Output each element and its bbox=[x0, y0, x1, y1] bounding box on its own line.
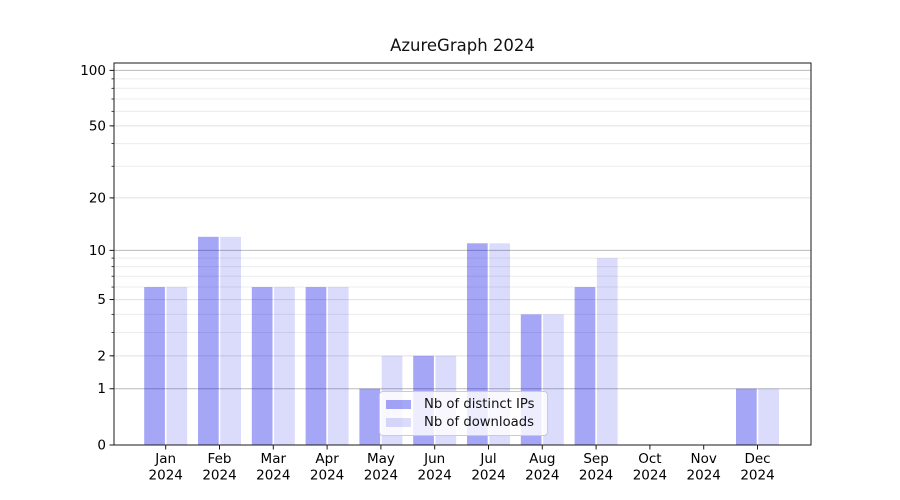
x-tick-label-month: Aug bbox=[529, 451, 555, 467]
x-tick-label-month: Jun bbox=[423, 451, 445, 467]
x-tick-label-month: Jan bbox=[154, 451, 176, 467]
y-tick-label: 20 bbox=[89, 190, 106, 206]
y-tick-label: 2 bbox=[97, 348, 106, 364]
bar-downloads bbox=[543, 314, 564, 445]
legend-item-downloads: Nb of downloads bbox=[386, 415, 539, 430]
x-tick-label-month: Mar bbox=[261, 451, 287, 467]
x-tick-label-year: 2024 bbox=[256, 468, 290, 484]
legend-swatch-downloads bbox=[386, 417, 411, 428]
bar-distinct-ips bbox=[251, 287, 273, 445]
x-tick-label-year: 2024 bbox=[471, 468, 505, 484]
x-tick-label-year: 2024 bbox=[579, 468, 613, 484]
plot-border bbox=[113, 62, 812, 446]
x-tick-label-year: 2024 bbox=[633, 468, 667, 484]
bar-distinct-ips bbox=[574, 287, 596, 445]
bar-distinct-ips bbox=[736, 388, 757, 445]
bar-downloads bbox=[220, 236, 241, 445]
x-tick-label-month: Jul bbox=[479, 451, 496, 467]
legend-label-downloads: Nb of downloads bbox=[424, 415, 534, 430]
y-tick-label: 5 bbox=[97, 292, 106, 308]
bar-distinct-ips bbox=[305, 287, 327, 445]
bar-downloads bbox=[327, 287, 349, 445]
y-tick-label: 100 bbox=[80, 63, 106, 79]
x-tick-label-year: 2024 bbox=[149, 468, 183, 484]
y-tick-label: 1 bbox=[97, 381, 106, 397]
legend-item-distinct-ips: Nb of distinct IPs bbox=[386, 397, 539, 412]
y-tick-label: 10 bbox=[89, 243, 106, 259]
x-tick-label-month: Feb bbox=[208, 451, 232, 467]
chart-title: AzureGraph 2024 bbox=[390, 36, 535, 55]
x-tick-label-year: 2024 bbox=[740, 468, 774, 484]
x-tick-label-month: Apr bbox=[315, 451, 339, 467]
legend: Nb of distinct IPs Nb of downloads bbox=[379, 391, 548, 436]
x-tick-label-month: Sep bbox=[583, 451, 608, 467]
x-tick-label-year: 2024 bbox=[202, 468, 236, 484]
x-tick-label-month: Oct bbox=[638, 451, 661, 467]
x-tick-label-year: 2024 bbox=[687, 468, 721, 484]
x-tick-label-year: 2024 bbox=[310, 468, 344, 484]
bar-downloads bbox=[166, 287, 188, 445]
bar-distinct-ips bbox=[198, 236, 219, 445]
x-tick-label-month: Dec bbox=[744, 451, 770, 467]
x-tick-label-month: Nov bbox=[691, 451, 717, 467]
x-tick-label-year: 2024 bbox=[525, 468, 559, 484]
y-tick-label: 0 bbox=[97, 438, 106, 454]
bar-downloads bbox=[274, 287, 295, 445]
bar-downloads bbox=[758, 388, 779, 445]
bar-downloads bbox=[596, 258, 618, 445]
bar-distinct-ips bbox=[359, 388, 381, 445]
x-tick-label-year: 2024 bbox=[418, 468, 452, 484]
legend-swatch-distinct-ips bbox=[386, 399, 411, 410]
x-tick-label-year: 2024 bbox=[364, 468, 398, 484]
legend-label-distinct-ips: Nb of distinct IPs bbox=[424, 397, 535, 412]
x-tick-label-month: May bbox=[367, 451, 395, 467]
y-tick-label: 50 bbox=[89, 118, 106, 134]
bar-distinct-ips bbox=[144, 287, 165, 445]
